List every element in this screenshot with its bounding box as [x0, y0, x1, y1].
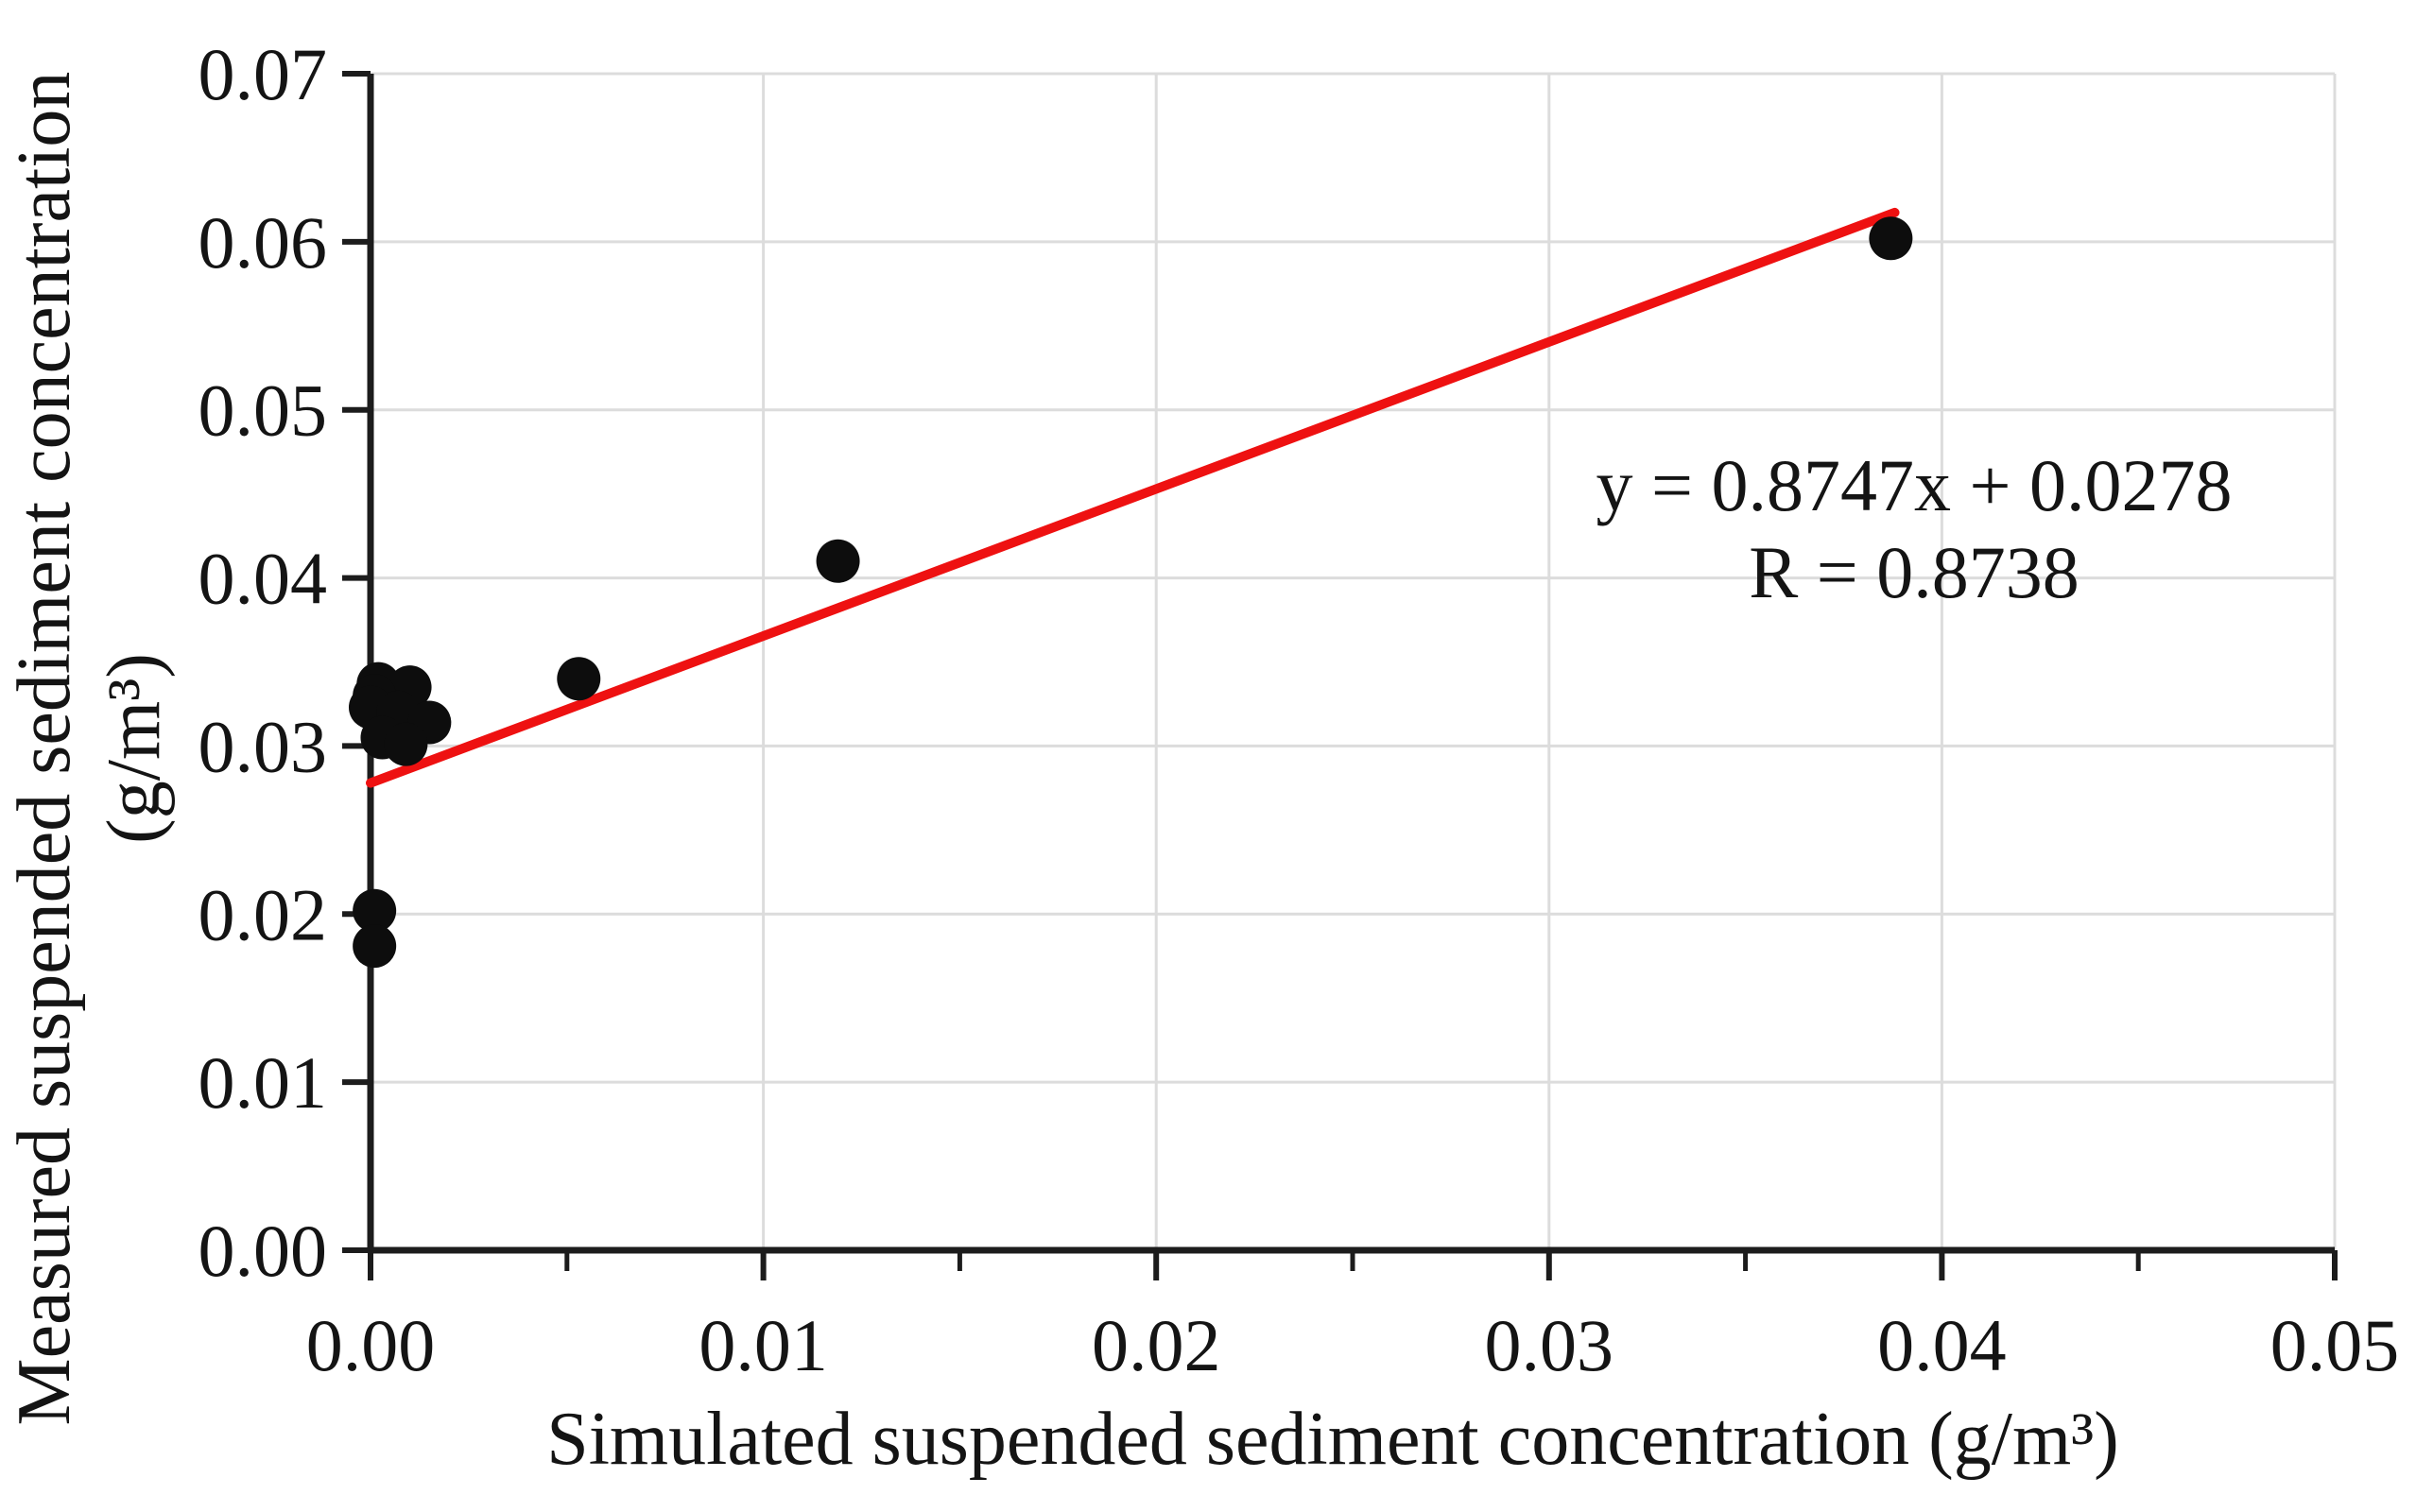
- y-tick-label: 0.02: [198, 873, 328, 955]
- y-axis-title-units: (g/m³): [93, 653, 176, 844]
- trendline-equation: y = 0.8747x + 0.0278: [1596, 444, 2233, 526]
- y-tick-label: 0.06: [198, 201, 328, 284]
- x-tick-label: 0.01: [699, 1304, 828, 1386]
- y-axis-title-text: Measured suspended sediment concentratio…: [3, 71, 86, 1426]
- data-point: [1869, 216, 1913, 261]
- x-axis-title-text: Simulated suspended sediment concentrati…: [546, 1398, 2119, 1481]
- y-tick-label: 0.00: [198, 1210, 328, 1292]
- data-point: [816, 539, 860, 583]
- y-tick-label: 0.04: [198, 538, 328, 620]
- y-tick-label: 0.01: [198, 1041, 328, 1124]
- y-tick-label: 0.07: [198, 33, 328, 115]
- y-tick-label: 0.05: [198, 369, 328, 452]
- x-tick-label: 0.04: [1877, 1304, 2007, 1386]
- data-point: [353, 888, 397, 933]
- x-tick-label: 0.00: [306, 1304, 436, 1386]
- data-point: [353, 924, 397, 969]
- y-axis-title: Measured suspended sediment concentratio…: [0, 0, 180, 1512]
- x-tick-label: 0.02: [1092, 1304, 1221, 1386]
- y-tick-label: 0.03: [198, 705, 328, 787]
- x-tick-label: 0.05: [2270, 1304, 2400, 1386]
- trend-line: [366, 207, 1900, 788]
- x-axis-title: Simulated suspended sediment concentrati…: [352, 1397, 2314, 1482]
- x-tick-label: 0.03: [1485, 1304, 1614, 1386]
- data-point: [557, 657, 601, 701]
- data-point: [384, 722, 428, 766]
- trendline-annotation: y = 0.8747x + 0.0278 R = 0.8738: [1531, 442, 2297, 616]
- trendline-correlation: R = 0.8738: [1749, 531, 2079, 613]
